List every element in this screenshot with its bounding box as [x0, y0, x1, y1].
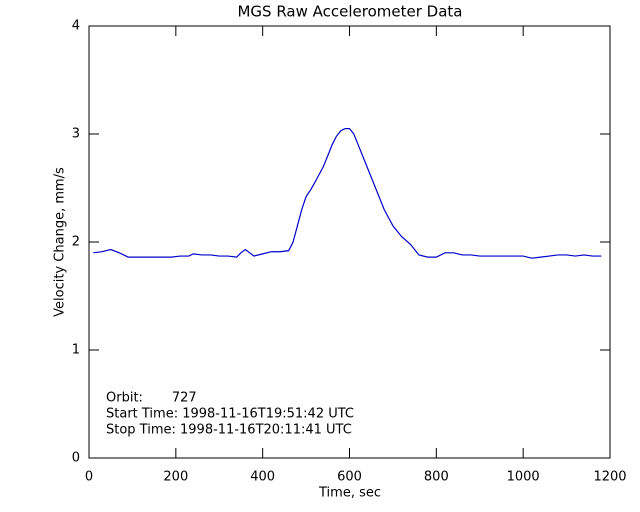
x-tick-label: 600 [337, 470, 362, 485]
x-axis-label: Time, sec [318, 486, 381, 501]
y-axis-label: Velocity Change, mm/s [53, 167, 68, 317]
y-tick-label: 3 [72, 127, 80, 142]
y-tick-label: 1 [72, 343, 80, 358]
x-tick-label: 1000 [507, 470, 540, 485]
x-tick-label: 800 [424, 470, 449, 485]
x-tick-label: 400 [250, 470, 275, 485]
annotation: Start Time: 1998-11-16T19:51:42 UTC [106, 407, 354, 422]
annotation: Orbit: 727 [106, 391, 197, 406]
y-tick-label: 2 [72, 235, 80, 250]
x-tick-label: 0 [85, 470, 93, 485]
y-tick-label: 4 [72, 19, 80, 34]
chart-title: MGS Raw Accelerometer Data [237, 3, 462, 21]
x-tick-label: 200 [163, 470, 188, 485]
data-line [93, 128, 602, 259]
y-tick-label: 0 [72, 451, 80, 466]
annotation: Stop Time: 1998-11-16T20:11:41 UTC [106, 423, 352, 438]
x-tick-label: 1200 [593, 470, 626, 485]
